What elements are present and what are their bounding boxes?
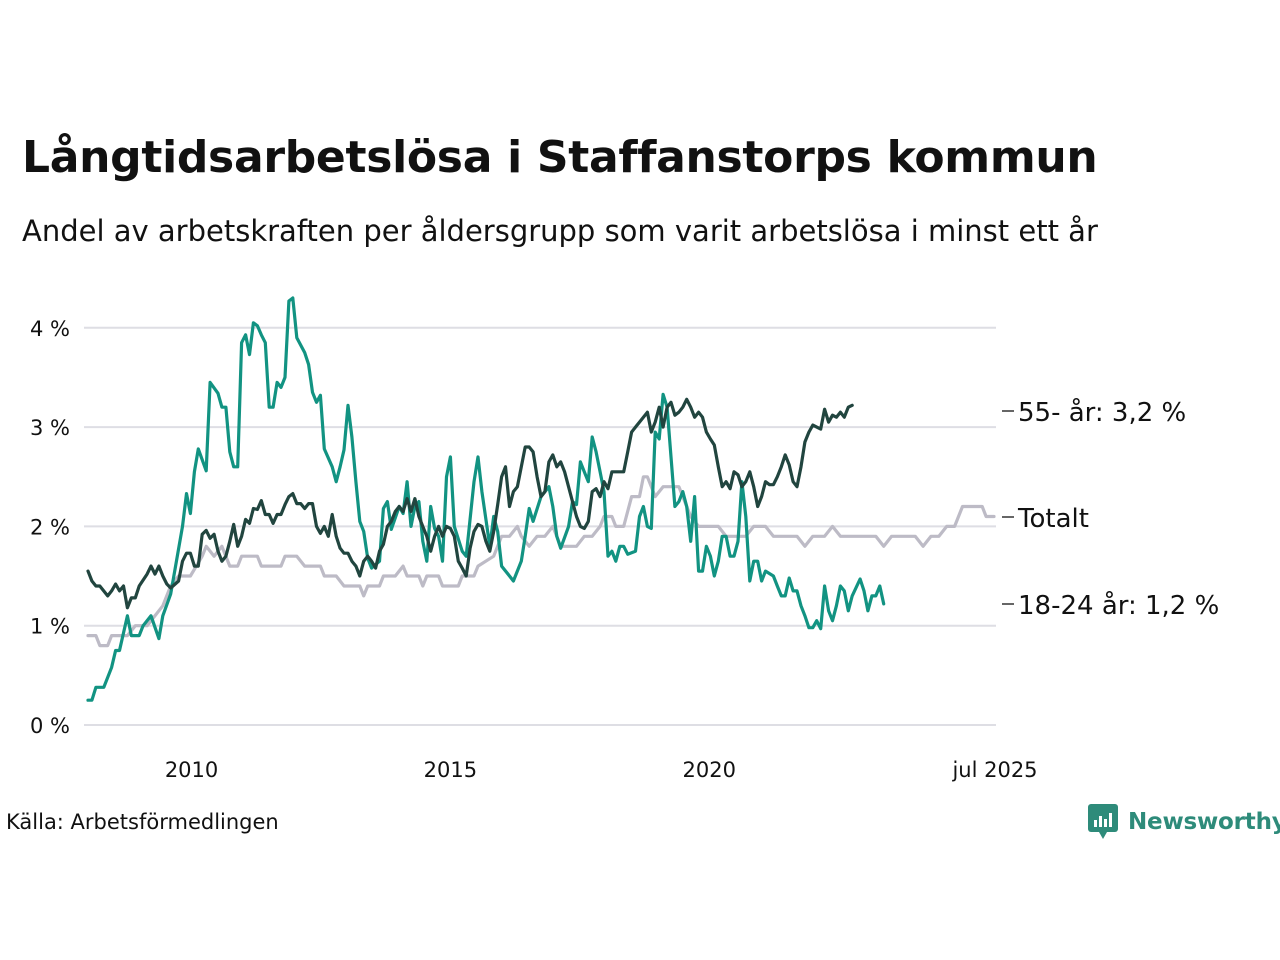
y-tick-label: 2 % (30, 515, 70, 539)
series-lines (86, 296, 996, 702)
source-note: Källa: Arbetsförmedlingen (6, 810, 279, 834)
series-line-totalt (86, 475, 996, 648)
x-tick-label: jul 2025 (951, 758, 1037, 782)
newsworthy-logo-icon (1088, 804, 1118, 839)
brand-logo[interactable]: Newsworthy (1088, 802, 1280, 842)
x-tick-label: 2020 (683, 758, 736, 782)
y-tick-label: 3 % (30, 416, 70, 440)
x-axis-ticks: 2010 2015 2020 jul 2025 (165, 758, 1038, 782)
chart-title: Långtidsarbetslösa i Staffanstorps kommu… (22, 132, 1098, 183)
series-end-labels: Totalt 18-24 år: 1,2 % 55- år: 3,2 % (1002, 397, 1219, 621)
x-tick-label: 2010 (165, 758, 218, 782)
series-end-label-18-24-r: 18-24 år: 1,2 % (1018, 590, 1219, 621)
y-tick-label: 0 % (30, 714, 70, 738)
y-tick-label: 1 % (30, 615, 70, 639)
grid-lines (84, 326, 996, 726)
y-axis-ticks: 0 % 1 % 2 % 3 % 4 % (30, 317, 70, 738)
series-line-55-r (86, 397, 854, 610)
chart-subtitle: Andel av arbetskraften per åldersgrupp s… (22, 214, 1098, 248)
series-end-label-55-r: 55- år: 3,2 % (1018, 397, 1186, 428)
y-tick-label: 4 % (30, 317, 70, 341)
x-tick-label: 2015 (424, 758, 477, 782)
series-end-label-totalt: Totalt (1017, 504, 1089, 534)
series-line-18-24-r (86, 296, 886, 702)
brand-name: Newsworthy (1128, 809, 1280, 835)
